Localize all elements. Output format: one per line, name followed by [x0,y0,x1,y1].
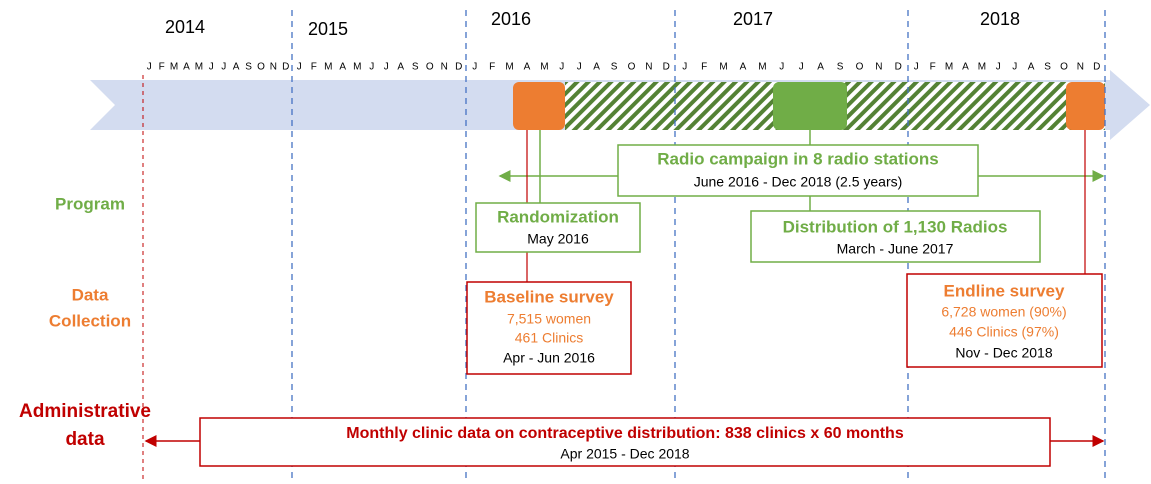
box-title: Distribution of 1,130 Radios [783,217,1008,236]
month-label: F [701,62,707,73]
month-label: O [1060,62,1068,73]
boxes [199,144,1103,467]
month-label: N [875,62,882,73]
month-label: J [147,62,152,73]
box-line: 7,515 women [507,311,591,327]
month-label: A [740,62,747,73]
month-label: J [799,62,804,73]
box-line: 461 Clinics [515,330,583,346]
year-label: 2014 [165,17,205,37]
month-label: J [297,62,302,73]
month-label: J [384,62,389,73]
year-label: 2017 [733,9,773,29]
box-title: Randomization [497,207,619,226]
box-title: Baseline survey [484,287,614,306]
month-label: M [195,62,203,73]
month-label: J [369,62,374,73]
month-label: M [540,62,548,73]
endline-marker [1066,82,1105,130]
box-title: Endline survey [944,281,1065,300]
box-period: May 2016 [527,231,589,247]
month-label: J [221,62,226,73]
month-label: S [245,62,252,73]
month-label: M [170,62,178,73]
month-label: D [455,62,462,73]
baseline-marker [513,82,565,130]
month-label: N [270,62,277,73]
month-label: J [472,62,477,73]
month-label: D [1093,62,1100,73]
box-period: Apr 2015 - Dec 2018 [560,446,689,462]
year-label: 2016 [491,9,531,29]
month-label: O [628,62,636,73]
month-label: J [996,62,1001,73]
box-title: Monthly clinic data on contraceptive dis… [346,425,904,442]
month-label: A [233,62,240,73]
month-label: A [593,62,600,73]
box-line: 446 Clinics (97%) [949,324,1059,340]
month-label: M [324,62,332,73]
month-label: J [209,62,214,73]
month-label: S [412,62,419,73]
row-label: data [65,429,105,450]
month-label: O [426,62,434,73]
month-label: D [663,62,670,73]
month-label: M [978,62,986,73]
box-period: Apr - Jun 2016 [503,350,595,366]
year-label: 2015 [308,19,348,39]
month-label: N [441,62,448,73]
month-label: S [611,62,618,73]
box-period: Nov - Dec 2018 [955,345,1052,361]
month-label: M [945,62,953,73]
month-label: A [524,62,531,73]
month-label: F [930,62,936,73]
month-label: J [577,62,582,73]
month-label: N [1077,62,1084,73]
month-label: A [962,62,969,73]
month-label: S [837,62,844,73]
month-label: D [282,62,289,73]
box-period: June 2016 - Dec 2018 (2.5 years) [694,174,903,190]
month-label: A [183,62,190,73]
row-label: Collection [49,311,131,330]
year-dividers [291,10,1106,479]
month-label: J [559,62,564,73]
month-label: D [895,62,902,73]
row-label: Program [55,194,125,213]
month-label: S [1044,62,1051,73]
month-label: N [645,62,652,73]
box-period: March - June 2017 [837,241,954,257]
month-label: M [353,62,361,73]
month-label: A [817,62,824,73]
month-label: J [779,62,784,73]
month-label: J [682,62,687,73]
month-label: M [505,62,513,73]
month-label: M [719,62,727,73]
month-label: M [758,62,766,73]
month-label: J [914,62,919,73]
distribution-marker [773,82,847,130]
year-label: 2018 [980,9,1020,29]
row-label: Administrative [19,401,151,422]
box-title: Radio campaign in 8 radio stations [657,149,939,168]
month-label: O [856,62,864,73]
box-line: 6,728 women (90%) [941,304,1066,320]
month-label: A [1028,62,1035,73]
month-label: A [339,62,346,73]
month-label: F [159,62,165,73]
row-label: Data [72,285,109,304]
month-label: J [1012,62,1017,73]
month-label: O [257,62,265,73]
month-label: F [489,62,495,73]
month-label: F [311,62,317,73]
month-label: A [397,62,404,73]
